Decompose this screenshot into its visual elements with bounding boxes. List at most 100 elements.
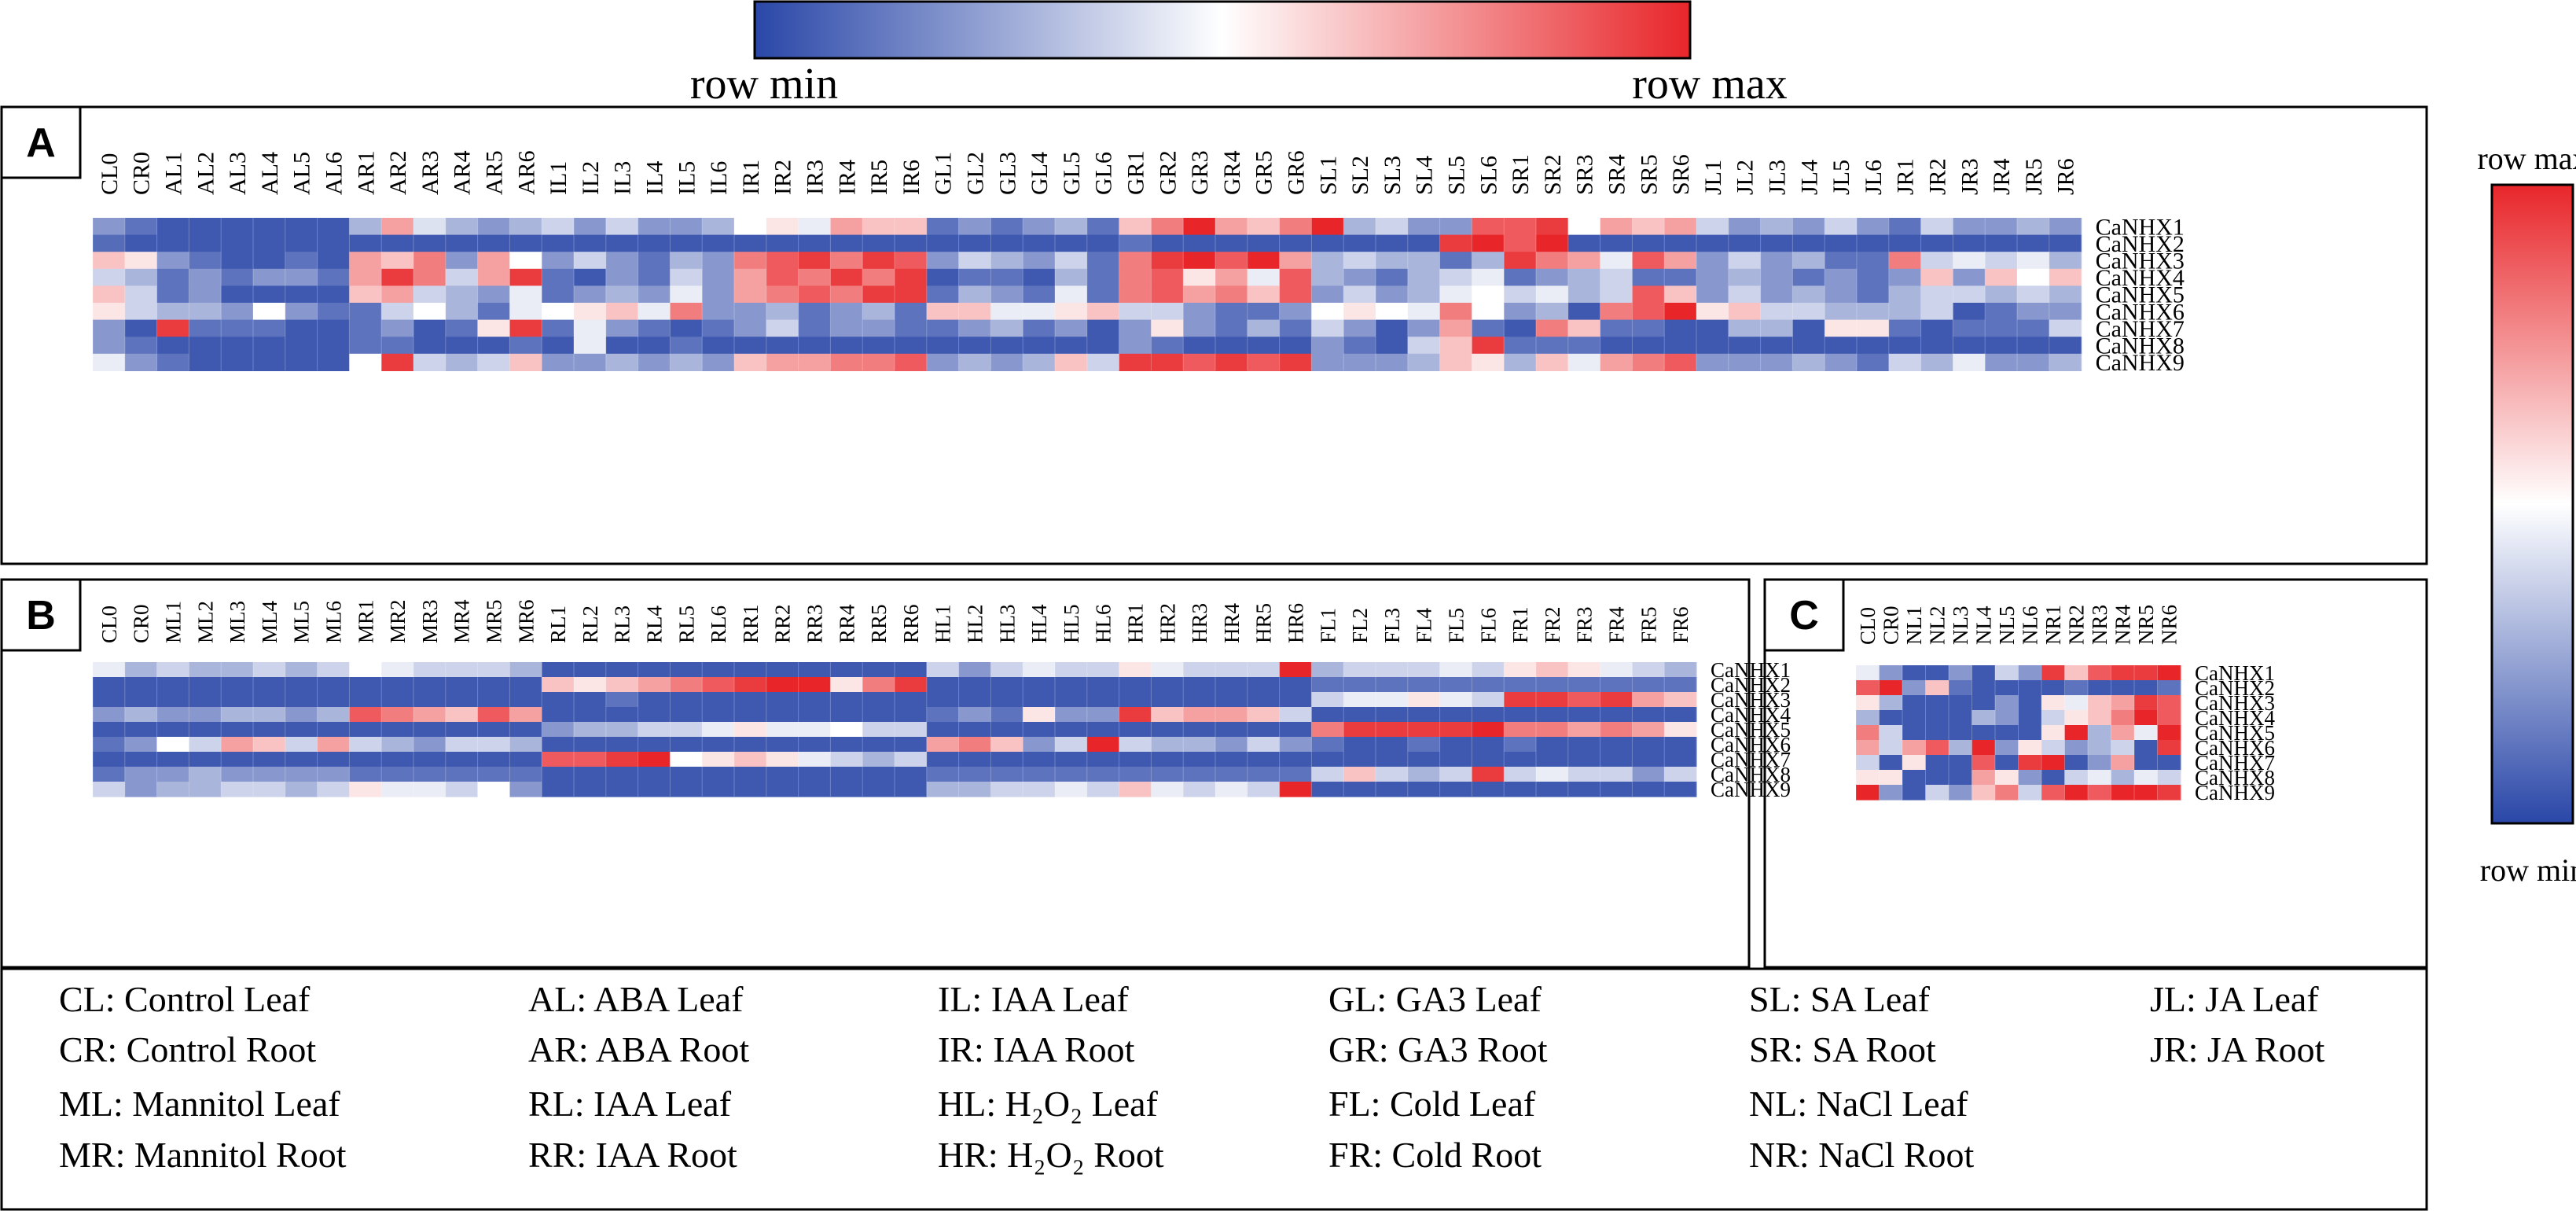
abbreviation-entry: FR: Cold Root (1328, 1135, 1542, 1175)
heatmap-cell (926, 692, 960, 708)
heatmap-cell (1632, 767, 1665, 782)
heatmap-a: CL0 CR0 AL1 AL2 AL3 AL4 AL5 AL6 AR1 AR2 AR3 AR4 AR5 A… (92, 150, 2185, 376)
heatmap-cell (1376, 268, 1409, 286)
heatmap-cell (605, 752, 639, 767)
heatmap-cell (1632, 737, 1665, 753)
column-label: FR4 (1604, 606, 1628, 643)
heatmap-cell (477, 737, 510, 753)
heatmap-cell (1055, 677, 1088, 693)
heatmap-cell (477, 752, 510, 767)
heatmap-cell (1119, 234, 1152, 252)
heatmap-cell (1183, 234, 1216, 252)
heatmap-cell (1151, 303, 1184, 321)
heatmap-cell (1086, 353, 1120, 371)
heatmap-cell (124, 692, 158, 708)
heatmap-cell (1472, 285, 1505, 304)
heatmap-cell (124, 234, 158, 252)
heatmap-cell (958, 303, 991, 321)
heatmap-cell (1311, 737, 1344, 753)
heatmap-cell (1504, 252, 1537, 270)
heatmap-cell (381, 268, 414, 286)
heatmap-cell (1472, 782, 1505, 797)
heatmap-cell (766, 722, 799, 738)
heatmap-cell (1279, 337, 1312, 355)
heatmap-cell (1567, 767, 1601, 782)
heatmap-cell (317, 692, 350, 708)
column-label: SL2 (1347, 156, 1373, 195)
row-label: CaNHX5 (2096, 282, 2185, 308)
heatmap-cell (990, 353, 1023, 371)
heatmap-cell (1376, 337, 1409, 355)
column-label: NR6 (2158, 605, 2181, 645)
column-label: RR2 (771, 604, 795, 643)
column-label: ML1 (161, 601, 185, 643)
heatmap-cell (734, 662, 767, 678)
heatmap-cell (2134, 785, 2159, 801)
heatmap-cell (1215, 782, 1248, 797)
heatmap-cell (734, 767, 767, 782)
heatmap-cell (156, 353, 189, 371)
heatmap-cell (1632, 285, 1665, 304)
heatmap-cell (1902, 680, 1927, 696)
heatmap-cell (1247, 268, 1281, 286)
column-label: CR0 (1880, 606, 1903, 645)
column-label: IL1 (546, 161, 571, 195)
heatmap-cell (1567, 218, 1601, 236)
column-label: ML3 (226, 601, 249, 643)
heatmap-cell (2088, 725, 2112, 741)
heatmap-cell (1119, 722, 1152, 738)
heatmap-cell (1792, 303, 1825, 321)
column-label: ML6 (322, 601, 345, 643)
heatmap-cell (1925, 725, 1949, 741)
column-label: IR3 (803, 160, 829, 195)
heatmap-cell (1376, 692, 1409, 708)
column-label: MR2 (386, 599, 410, 643)
heatmap-cell (124, 218, 158, 236)
heatmap-cell (1632, 752, 1665, 767)
heatmap-cell (2157, 665, 2181, 681)
heatmap-cell (1664, 353, 1697, 371)
heatmap-cell (1600, 234, 1633, 252)
heatmap-cell (670, 662, 703, 678)
heatmap-cell (1151, 252, 1184, 270)
heatmap-cell (1696, 234, 1729, 252)
heatmap-cell (926, 752, 960, 767)
heatmap-cell (1504, 737, 1537, 753)
heatmap-cell (1023, 767, 1056, 782)
heatmap-cell (1953, 303, 1986, 321)
abbreviation-entry: FL: Cold Leaf (1328, 1084, 1536, 1124)
heatmap-cell (702, 722, 735, 738)
heatmap-cell (766, 707, 799, 723)
heatmap-cell (1995, 785, 2019, 801)
heatmap-cell (1792, 268, 1825, 286)
column-label: JR6 (2053, 158, 2079, 195)
heatmap-cell (702, 767, 735, 782)
column-label: RL6 (707, 606, 730, 643)
heatmap-cell (317, 752, 350, 767)
heatmap-cell (2017, 252, 2050, 270)
heatmap-cell (1536, 252, 1569, 270)
heatmap-cell (1696, 285, 1729, 304)
side-colorbar-max-label: row max (2477, 141, 2576, 176)
heatmap-cell (1879, 710, 1903, 726)
heatmap-cell (1279, 268, 1312, 286)
heatmap-cell (1600, 737, 1633, 753)
column-label: FL5 (1444, 608, 1468, 643)
heatmap-cell (1972, 710, 1996, 726)
heatmap-cell (93, 722, 126, 738)
heatmap-cell (1086, 677, 1120, 693)
heatmap-cell (253, 303, 286, 321)
heatmap-cell (2111, 680, 2135, 696)
heatmap-cell (413, 303, 446, 321)
heatmap-cell (830, 767, 863, 782)
heatmap-cell (1119, 662, 1152, 678)
column-label: JR5 (2021, 158, 2047, 195)
heatmap-cell (1151, 752, 1184, 767)
heatmap-cell (670, 234, 703, 252)
heatmap-cell (1472, 319, 1505, 337)
heatmap-cell (1151, 707, 1184, 723)
heatmap-cell (734, 268, 767, 286)
heatmap-cell (2088, 695, 2112, 711)
heatmap-cell (574, 303, 607, 321)
